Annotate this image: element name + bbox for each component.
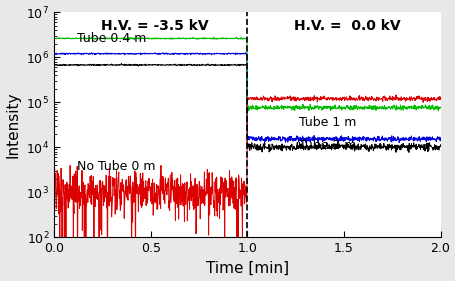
Y-axis label: Intensity: Intensity [5, 91, 20, 158]
Text: H.V. =  0.0 kV: H.V. = 0.0 kV [294, 19, 400, 33]
X-axis label: Time [min]: Time [min] [205, 260, 288, 275]
Text: Tube 1 m: Tube 1 m [299, 115, 356, 129]
Text: H.V. = -3.5 kV: H.V. = -3.5 kV [101, 19, 208, 33]
Text: Tube 0.4 m: Tube 0.4 m [77, 31, 146, 45]
Text: No Tube 0 m: No Tube 0 m [77, 160, 155, 173]
Text: Tube 2 m: Tube 2 m [299, 139, 356, 152]
